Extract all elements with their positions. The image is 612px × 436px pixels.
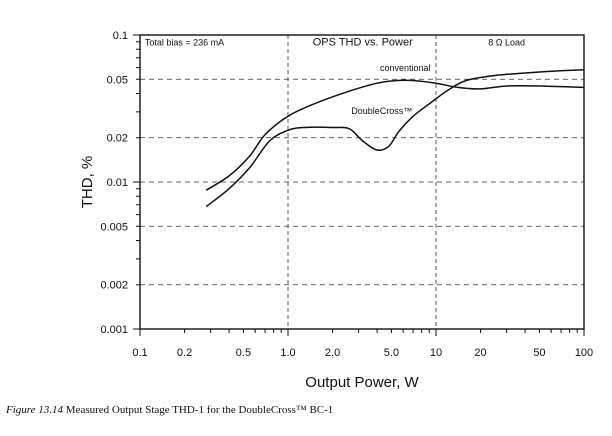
grid-lines — [140, 35, 584, 329]
x-tick-label: 0.5 — [236, 347, 251, 359]
series-line-doublecross — [205, 69, 585, 208]
series-label-doublecross: DoubleCross™ — [351, 106, 412, 116]
series-line-conventional — [205, 79, 585, 191]
y-tick-label: 0.01 — [107, 177, 128, 189]
figure-label: Figure 13.14 — [6, 404, 64, 416]
x-tick-label: 100 — [575, 347, 593, 359]
caption-text: Measured Output Stage THD-1 for the Doub… — [65, 404, 334, 416]
y-tick-label: 0.02 — [107, 133, 128, 145]
x-tick-label: 10 — [430, 347, 442, 359]
y-tick-label: 0.001 — [100, 324, 128, 336]
load-annotation: 8 Ω Load — [488, 37, 525, 47]
series-lines: conventional DoubleCross™ — [205, 63, 585, 208]
y-tick-label: 0.1 — [113, 30, 128, 42]
series-label-conventional: conventional — [380, 63, 431, 73]
chart-title-annotation: OPS THD vs. Power — [313, 36, 413, 48]
x-axis-label: Output Power, W — [305, 374, 419, 391]
y-tick-label: 0.05 — [107, 74, 128, 86]
x-tick-label: 0.2 — [177, 347, 192, 359]
y-axis-label: THD, % — [79, 156, 96, 209]
x-tick-label: 5.0 — [384, 347, 399, 359]
annotations: Total bias = 236 mA OPS THD vs. Power 8 Ω … — [145, 36, 525, 48]
bias-annotation: Total bias = 236 mA — [145, 37, 224, 47]
x-tick-label: 20 — [474, 347, 486, 359]
y-tick-label: 0.002 — [100, 280, 128, 292]
figure-caption: Figure 13.14 Measured Output Stage THD-1… — [6, 404, 606, 416]
axis-ticks: 0.1 0.2 0.5 1.0 2.0 5.0 10 20 50 100 0.001 0.002 0.0… — [100, 30, 593, 359]
x-tick-label: 2.0 — [325, 347, 340, 359]
x-tick-label: 0.1 — [132, 347, 147, 359]
x-tick-label: 50 — [533, 347, 545, 359]
y-tick-label: 0.005 — [100, 221, 128, 233]
x-tick-label: 1.0 — [280, 347, 295, 359]
